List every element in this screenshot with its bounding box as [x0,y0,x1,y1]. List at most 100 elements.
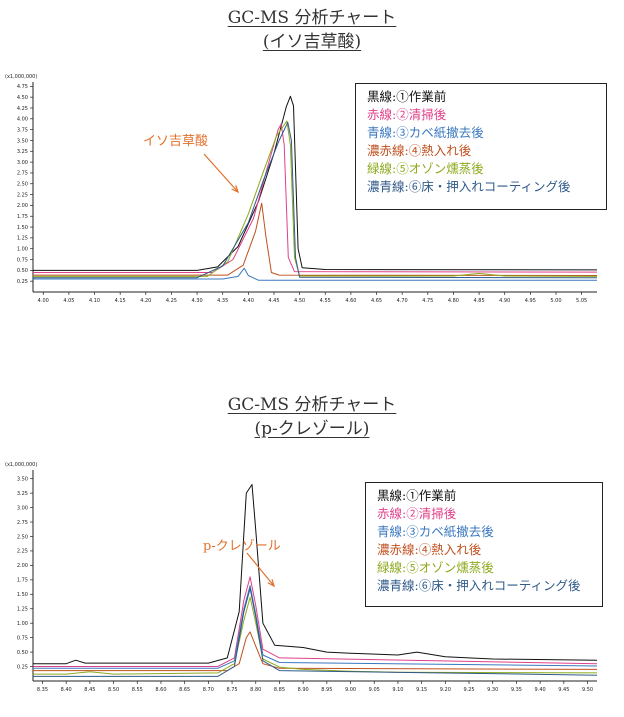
y-tick-label: 1.75 [17,214,28,220]
x-tick-label: 8.90 [298,687,309,693]
x-tick-label: 5.00 [550,298,561,304]
x-tick-label: 4.55 [320,298,331,304]
series-line-6 [33,121,598,279]
x-tick-label: 8.35 [37,687,48,693]
y-tick-label: 0.75 [17,257,28,263]
series-line-2 [33,576,598,667]
x-tick-label: 4.10 [89,298,100,304]
y-tick-label: 0.25 [17,664,28,670]
y-tick-label: 1.00 [17,621,28,627]
x-tick-label: 4.60 [345,298,356,304]
x-tick-label: 4.20 [140,298,151,304]
x-tick-label: 8.70 [203,687,214,693]
chart2-legend-item-1: 黒線:①作業前 [377,488,457,503]
x-tick-label: 9.30 [487,687,498,693]
chart1-legend-item-4: 濃赤線:④熱入れ後 [367,143,472,158]
series-line-3 [33,585,598,669]
y-tick-label: 0.25 [17,279,28,285]
y-tick-label: 4.50 [17,95,28,101]
x-tick-label: 4.65 [371,298,382,304]
series-line-4 [33,202,598,276]
chart2-legend-item-2: 赤線:②清掃後 [377,506,457,521]
x-tick-label: 4.15 [115,298,126,304]
x-tick-label: 8.50 [108,687,119,693]
y-tick-label: 2.25 [17,192,28,198]
x-tick-label: 8.85 [274,687,285,693]
y-tick-label: 2.00 [17,563,28,569]
y-tick-label: 3.75 [17,127,28,133]
series-line-1 [33,484,598,665]
chart1-annotation: イソ吉草酸 [143,134,209,149]
annotation-arrowhead [267,579,275,588]
y-tick-label: 1.25 [17,607,28,613]
chart2-legend-item-6: 濃青線:⑥床・押入れコーティング後 [377,578,581,593]
annotation-arrow [203,153,239,193]
chart1-plot: (x1,000,000) 0.25 0.50 0.75 1.00 1.25 1.50 1.75… [5,74,598,304]
chart1-legend: 黒線:①作業前 赤線:②清掃後 青線:③カベ紙撤去後 濃赤線:④熱入れ後 緑線:… [355,83,607,210]
y-tick-label: 2.00 [17,203,28,209]
x-tick-label: 4.75 [422,298,433,304]
series-line-5 [33,596,598,675]
x-tick-label: 4.70 [397,298,408,304]
x-tick-label: 8.40 [61,687,72,693]
x-tick-label: 8.95 [321,687,332,693]
chart1-legend-item-1: 黒線:①作業前 [367,89,447,104]
y-tick-label: 2.50 [17,534,28,540]
x-tick-label: 8.55 [132,687,143,693]
chart1-legend-item-3: 青線:③カベ紙撤去後 [367,125,484,140]
y-tick-label: 3.50 [17,138,28,144]
x-tick-label: 4.45 [268,298,279,304]
chart2-legend-item-4: 濃赤線:④熱入れ後 [377,542,482,557]
y-tick-label: 1.50 [17,225,28,231]
chart1-legend-item-5: 緑線:⑤オゾン燻蒸後 [367,161,484,176]
y-tick-label: 1.75 [17,578,28,584]
chart1-title: GC-MS 分析チャート [227,8,397,28]
x-tick-label: 9.35 [511,687,522,693]
x-tick-label: 4.95 [525,298,536,304]
chart2-legend: 黒線:①作業前 赤線:②清掃後 青線:③カベ紙撤去後 濃赤線:④熱入れ後 緑線:… [365,482,603,607]
chart1-legend-item-2: 赤線:②清掃後 [367,107,447,122]
series-line-6 [33,588,598,677]
scale-label: (x1,000,000) [5,74,37,80]
x-tick-label: 9.15 [416,687,427,693]
chart2-subtitle: (p-クレゾール) [254,419,370,439]
chart2-title: GC-MS 分析チャート [227,395,397,415]
x-tick-label: 8.80 [250,687,261,693]
series-line-1 [33,95,598,271]
chart1-subtitle: (イソ吉草酸) [262,32,362,52]
x-tick-label: 4.90 [499,298,510,304]
chart1-legend-item-6: 濃青線:⑥床・押入れコーティング後 [367,179,571,194]
x-tick-label: 4.40 [243,298,254,304]
y-tick-label: 1.25 [17,236,28,242]
x-tick-label: 4.35 [217,298,228,304]
y-tick-label: 4.25 [17,106,28,112]
x-tick-label: 8.60 [155,687,166,693]
x-tick-label: 4.50 [294,298,305,304]
annotation-arrowhead [231,185,240,194]
y-tick-label: 1.50 [17,592,28,598]
y-tick-label: 0.75 [17,635,28,641]
annotation-arrow [246,552,275,587]
chart2-annotation: p-クレゾール [203,539,281,554]
x-tick-label: 4.85 [474,298,485,304]
x-tick-label: 9.05 [369,687,380,693]
y-tick-label: 2.75 [17,520,28,526]
y-tick-label: 0.50 [17,268,28,274]
x-tick-label: 9.45 [558,687,569,693]
x-tick-label: 4.25 [166,298,177,304]
x-tick-label: 9.25 [463,687,474,693]
chart2-legend-item-3: 青線:③カベ紙撤去後 [377,524,494,539]
y-tick-label: 3.00 [17,160,28,166]
y-tick-label: 3.50 [17,476,28,482]
series-line-3 [33,267,597,281]
y-tick-label: 3.25 [17,149,28,155]
x-tick-label: 8.45 [84,687,95,693]
series-line-5 [33,120,598,277]
y-tick-label: 2.75 [17,171,28,177]
x-tick-label: 4.05 [63,298,74,304]
x-tick-label: 9.50 [582,687,593,693]
y-tick-label: 0.50 [17,650,28,656]
y-tick-label: 4.75 [17,84,28,90]
x-tick-label: 8.65 [179,687,190,693]
y-tick-label: 3.00 [17,505,28,511]
